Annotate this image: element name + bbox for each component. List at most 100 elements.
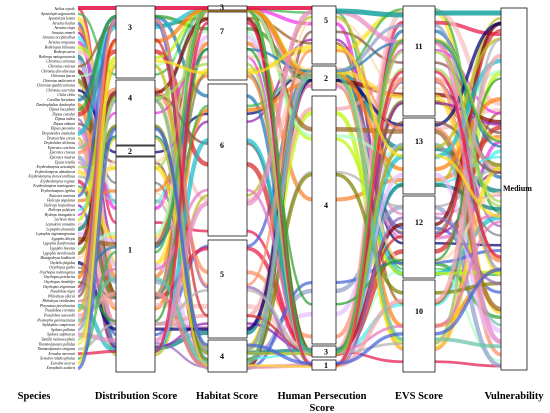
- species-label: Eunectes murinus: [48, 194, 75, 198]
- distribution-node-label: 4: [128, 94, 132, 103]
- species-label: Helicops leopardinus: [43, 203, 75, 207]
- species-label: Dipsas mikanii: [52, 122, 75, 126]
- species-label: Drepanoides anomalus: [41, 132, 76, 136]
- species-label: Chironius scurrulus: [46, 88, 75, 92]
- species-label: Bothriopsis bilineata: [45, 45, 75, 49]
- species-label: Lygophis meridionalis: [42, 251, 76, 255]
- species-label: Spilotes sulphureus: [47, 333, 76, 337]
- species-label: Erythrolamprus almadensis: [34, 170, 75, 174]
- species-label: Bothrops atrox: [54, 50, 76, 54]
- species-label: Lygophis flavifrenatus: [42, 242, 76, 246]
- evs-node-label: 10: [415, 307, 423, 316]
- species-label: Atelius wysole: [53, 7, 75, 11]
- evs-node: [402, 195, 436, 279]
- species-label: Xenodon severus: [50, 361, 76, 365]
- flow-link: [77, 7, 502, 360]
- species-label: Thamnodynastes pallidus: [38, 342, 75, 346]
- species-label: Pseudoboa coronata: [44, 309, 75, 313]
- flow-link: [77, 37, 502, 354]
- species-label: Chironius multiventris: [43, 79, 76, 83]
- species-label: Mastigodryas boddaerti: [39, 256, 75, 260]
- distribution-node-label: 3: [128, 23, 132, 32]
- persecution-node-label: 4: [324, 201, 328, 210]
- flow-link: [335, 8, 501, 18]
- habitat-node-label: 7: [220, 27, 224, 36]
- distribution-node: [115, 145, 156, 157]
- species-label: Erythrolamprus dorsocorallinus: [28, 175, 76, 179]
- persecution-node: [311, 65, 337, 91]
- distribution-node: [115, 5, 156, 79]
- species-label: Lygophis dilepis: [50, 237, 75, 241]
- species-label: Dendrophidion dendrophis: [35, 103, 75, 107]
- habitat-node: [207, 5, 248, 11]
- evs-node: [402, 117, 436, 195]
- species-label: Helicops polylepis: [47, 208, 75, 212]
- species-label: Philodryas olfersii: [47, 294, 75, 298]
- habitat-node: [207, 239, 248, 339]
- species-label: Atractus emmeli: [51, 31, 75, 35]
- species-label: Thamnodynastes strigatus: [37, 347, 75, 351]
- species-label: Helicops angulatus: [46, 199, 75, 203]
- evs-node: [402, 279, 436, 373]
- persecution-node-label: 5: [324, 16, 328, 25]
- persecution-node: [311, 345, 337, 358]
- flow-link: [76, 45, 502, 365]
- axis-title-evs: EVS Score: [395, 391, 443, 402]
- species-label: Pseudoboa neuwiedii: [43, 314, 75, 318]
- species-label: Apostolepis nigroaurita: [40, 12, 75, 16]
- species-label: Chironius quadricarinatus: [37, 84, 76, 88]
- flow-link: [77, 127, 502, 370]
- species-label: Oxyrhopus rhombifer: [44, 280, 76, 284]
- species-label: Lachesis muta: [53, 218, 75, 222]
- species-label: Xenodon merremii: [47, 352, 75, 356]
- species-label: Oxyrhopus melanogenys: [40, 270, 76, 274]
- species-label: Oxybelis fulgidus: [50, 261, 76, 265]
- persecution-node-label: 2: [324, 74, 328, 83]
- species-label: Chironius flavolineatus: [41, 69, 75, 73]
- species-label: Xenopholis scalaris: [46, 366, 76, 370]
- flow-links: [75, 6, 502, 370]
- species-label: Dipsas bucephala: [48, 108, 75, 112]
- vulnerability-node: [500, 7, 528, 371]
- persecution-node: [311, 5, 337, 65]
- species-label: Oxyrhopus guibei: [49, 266, 75, 270]
- persecution-node-label: 3: [324, 348, 328, 357]
- species-label: Epicta tenella: [54, 160, 75, 164]
- species-label: Lygophis lineatus: [49, 247, 76, 251]
- habitat-node: [207, 339, 248, 373]
- habitat-node-label: 3: [220, 3, 224, 12]
- axis-title-persecution: Human Persecution Score: [278, 391, 367, 413]
- species-label: Xenodon rabdocephalus: [39, 357, 76, 361]
- species-label: Oxyrhopus trigeminus: [43, 285, 76, 289]
- species-label: Apostolepis lenata: [47, 17, 75, 21]
- species-label: Erythrolamprus typhlus: [40, 189, 76, 193]
- species-label: Atractus elaps: [53, 26, 75, 30]
- species-label: Bothrops matogrossensis: [39, 55, 76, 59]
- species-label: Drymarchon corais: [46, 136, 76, 140]
- species-label: Oxyrhopus petolarius: [44, 275, 76, 279]
- species-label: Erythrolamprus reginae: [39, 179, 75, 183]
- vulnerability-node-label: Medium: [503, 184, 532, 193]
- habitat-node-label: 6: [220, 141, 224, 150]
- axis-title-habitat: Habitat Score: [196, 391, 258, 402]
- persecution-node: [311, 95, 337, 345]
- species-label: Epicrates crassus: [49, 151, 76, 155]
- species-label: Hydrops triangularis: [44, 213, 76, 217]
- axis-title-species: Species: [18, 391, 51, 402]
- species-label: Leptophis nigromarginatus: [35, 232, 76, 236]
- distribution-node: [115, 156, 156, 373]
- species-label: Spilotes pullatus: [51, 328, 75, 332]
- species-label: Atractus badius: [51, 21, 75, 25]
- species-label: Leptophis ahaetulla: [45, 227, 75, 231]
- species-label: Tantilla melanocephala: [41, 338, 75, 342]
- habitat-node-label: 5: [220, 270, 224, 279]
- species-label: Philodryas viridissima: [41, 299, 75, 303]
- species-label: Chironius fuscus: [51, 74, 76, 78]
- species-label: Erythrolamprus taeniogaster: [32, 184, 75, 188]
- species-label: Epicrates maurus: [49, 156, 76, 160]
- distribution-node-label: 1: [128, 246, 132, 255]
- species-label: Drymoluber dichrous: [43, 141, 76, 145]
- evs-node-label: 13: [415, 137, 423, 146]
